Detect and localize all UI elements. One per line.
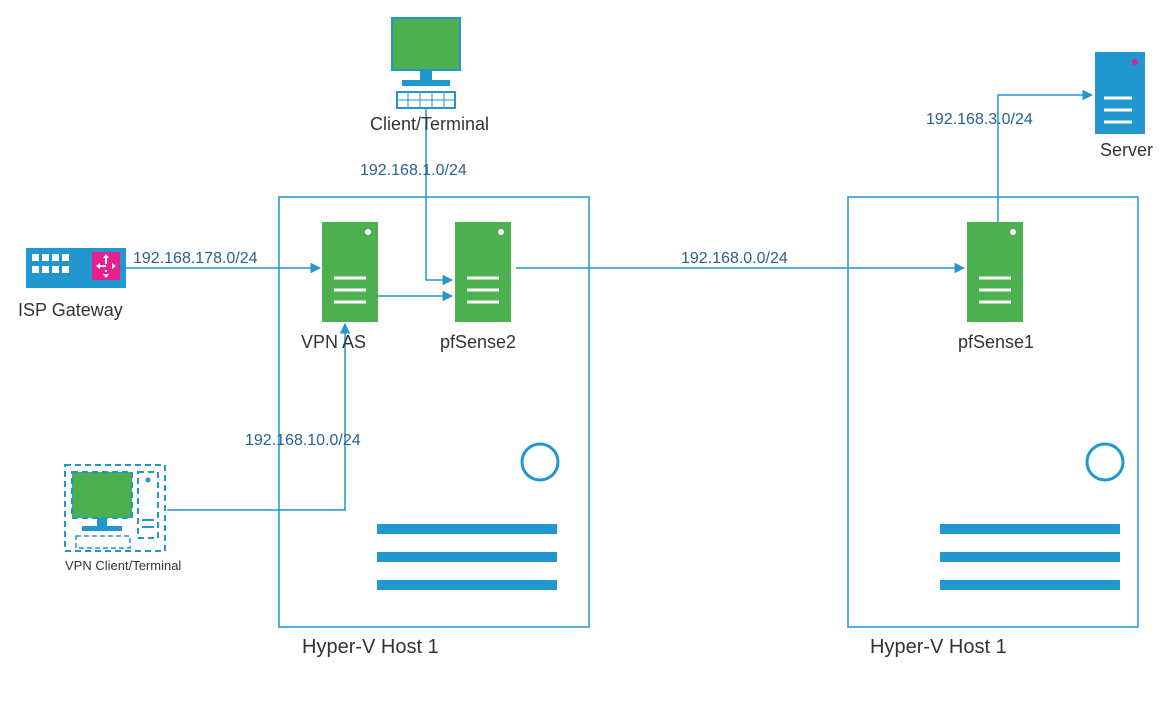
ip-10: 192.168.10.0/24: [245, 432, 361, 450]
vpn-client-label: VPN Client/Terminal: [65, 558, 181, 573]
host2-label: Hyper-V Host 1: [870, 636, 1007, 659]
pfsense2-label: pfSense2: [440, 332, 516, 353]
pfsense2-server-icon: [455, 222, 511, 322]
vpnas-server-icon: [322, 222, 378, 322]
client-terminal-icon: [392, 18, 460, 108]
vpn-client-icon: [65, 465, 165, 551]
host2-bar: [940, 580, 1120, 590]
vpnas-label: VPN AS: [301, 332, 366, 353]
server-label: Server: [1100, 140, 1153, 161]
host2-bar: [940, 524, 1120, 534]
host1-bar: [377, 552, 557, 562]
isp-gateway-label: ISP Gateway: [18, 300, 123, 321]
ip-178: 192.168.178.0/24: [133, 250, 258, 268]
host1-circle: [522, 444, 558, 480]
host2-circle: [1087, 444, 1123, 480]
host1-bar: [377, 524, 557, 534]
diagram-canvas: [0, 0, 1171, 715]
client-terminal-label: Client/Terminal: [370, 114, 489, 135]
host1-label: Hyper-V Host 1: [302, 636, 439, 659]
ip-3: 192.168.3.0/24: [926, 111, 1033, 129]
ip-0: 192.168.0.0/24: [681, 250, 788, 268]
host2-bar: [940, 552, 1120, 562]
server-icon: [1095, 52, 1145, 134]
host1-bar: [377, 580, 557, 590]
isp-gateway-icon: [26, 248, 126, 288]
ip-1: 192.168.1.0/24: [360, 162, 467, 180]
pfsense1-label: pfSense1: [958, 332, 1034, 353]
pfsense1-server-icon: [967, 222, 1023, 322]
